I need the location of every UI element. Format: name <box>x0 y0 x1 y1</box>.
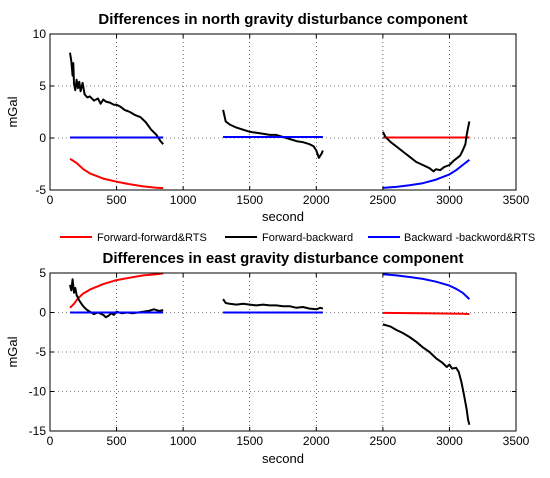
east-y-tick-label: -10 <box>29 385 47 399</box>
north-y-tick-label: -5 <box>35 183 46 197</box>
north-y-tick-label: 10 <box>33 27 47 41</box>
east-y-tick-label: 5 <box>39 266 46 280</box>
east-x-tick-label: 3500 <box>503 434 530 448</box>
east-x-tick-label: 500 <box>107 434 127 448</box>
north-x-tick-label: 2000 <box>303 193 330 207</box>
legend-label-backward-backword: Backward -backword&RTS <box>404 232 535 244</box>
east-x-tick-label: 2500 <box>370 434 397 448</box>
legend: Forward-forward&RTS Forward-backward Bac… <box>60 232 535 244</box>
east-y-tick-label: 0 <box>39 306 46 320</box>
north-x-tick-label: 1500 <box>236 193 263 207</box>
east-x-tick-label: 3000 <box>436 434 463 448</box>
east-x-tick-label: 2000 <box>303 434 330 448</box>
north-x-tick-label: 2500 <box>370 193 397 207</box>
east-y-tick-label: -15 <box>29 424 47 438</box>
north-y-tick-label: 0 <box>39 131 46 145</box>
north-panel: Differences in north gravity disturbance… <box>5 11 530 224</box>
legend-label-forward-backward: Forward-backward <box>262 232 353 244</box>
north-x-axis-label: second <box>262 209 304 224</box>
east-chart-title: Differences in east gravity disturbance … <box>103 250 464 267</box>
north-x-tick-label: 3500 <box>503 193 530 207</box>
north-x-tick-label: 0 <box>47 193 54 207</box>
east-x-tick-label: 0 <box>47 434 54 448</box>
north-x-tick-label: 1000 <box>170 193 197 207</box>
east-x-tick-label: 1500 <box>236 434 263 448</box>
north-y-tick-label: 5 <box>39 79 46 93</box>
east-panel: Differences in east gravity disturbance … <box>5 250 530 466</box>
east-y-tick-label: -5 <box>35 345 46 359</box>
legend-label-forward-forward: Forward-forward&RTS <box>97 232 207 244</box>
north-chart-title: Differences in north gravity disturbance… <box>98 11 467 28</box>
north-y-axis-label: mGal <box>5 96 20 127</box>
east-x-axis-label: second <box>262 451 304 466</box>
north-x-tick-label: 3000 <box>436 193 463 207</box>
east-y-axis-label: mGal <box>5 336 20 367</box>
east-x-tick-label: 1000 <box>170 434 197 448</box>
east-series-forward-forward-rts-segment-2 <box>383 313 470 314</box>
north-x-tick-label: 500 <box>107 193 127 207</box>
